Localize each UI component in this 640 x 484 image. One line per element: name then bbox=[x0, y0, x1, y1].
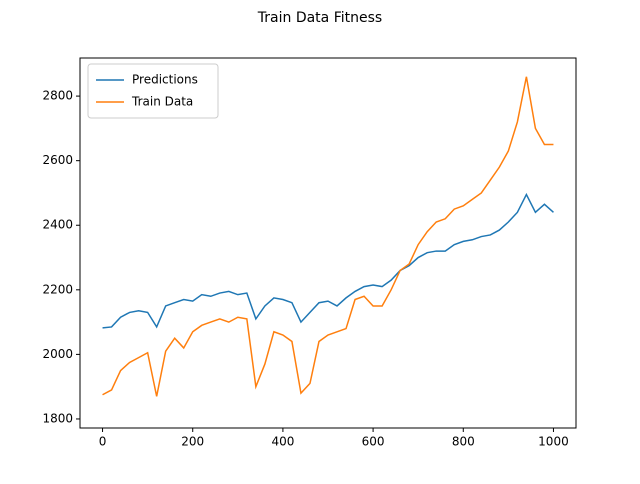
legend-label: Train Data bbox=[131, 95, 193, 109]
x-tick-label: 0 bbox=[99, 435, 107, 449]
x-tick-label: 800 bbox=[452, 435, 475, 449]
legend-label: Predictions bbox=[132, 73, 198, 87]
x-tick-label: 400 bbox=[271, 435, 294, 449]
y-tick-label: 2800 bbox=[42, 89, 73, 103]
line-series bbox=[102, 76, 554, 397]
x-tick-label: 200 bbox=[181, 435, 204, 449]
axes-frame bbox=[79, 57, 577, 429]
y-tick-label: 2600 bbox=[42, 153, 73, 167]
y-tick-label: 2200 bbox=[42, 282, 73, 296]
x-tick-label: 600 bbox=[362, 435, 385, 449]
chart-title: Train Data Fitness bbox=[257, 10, 382, 26]
y-tick-label: 1800 bbox=[42, 411, 73, 425]
line-series bbox=[102, 192, 554, 329]
x-tick-label: 1000 bbox=[538, 435, 569, 449]
legend-box bbox=[87, 63, 219, 119]
y-tick-label: 2000 bbox=[42, 347, 73, 361]
y-tick-label: 2400 bbox=[42, 218, 73, 232]
